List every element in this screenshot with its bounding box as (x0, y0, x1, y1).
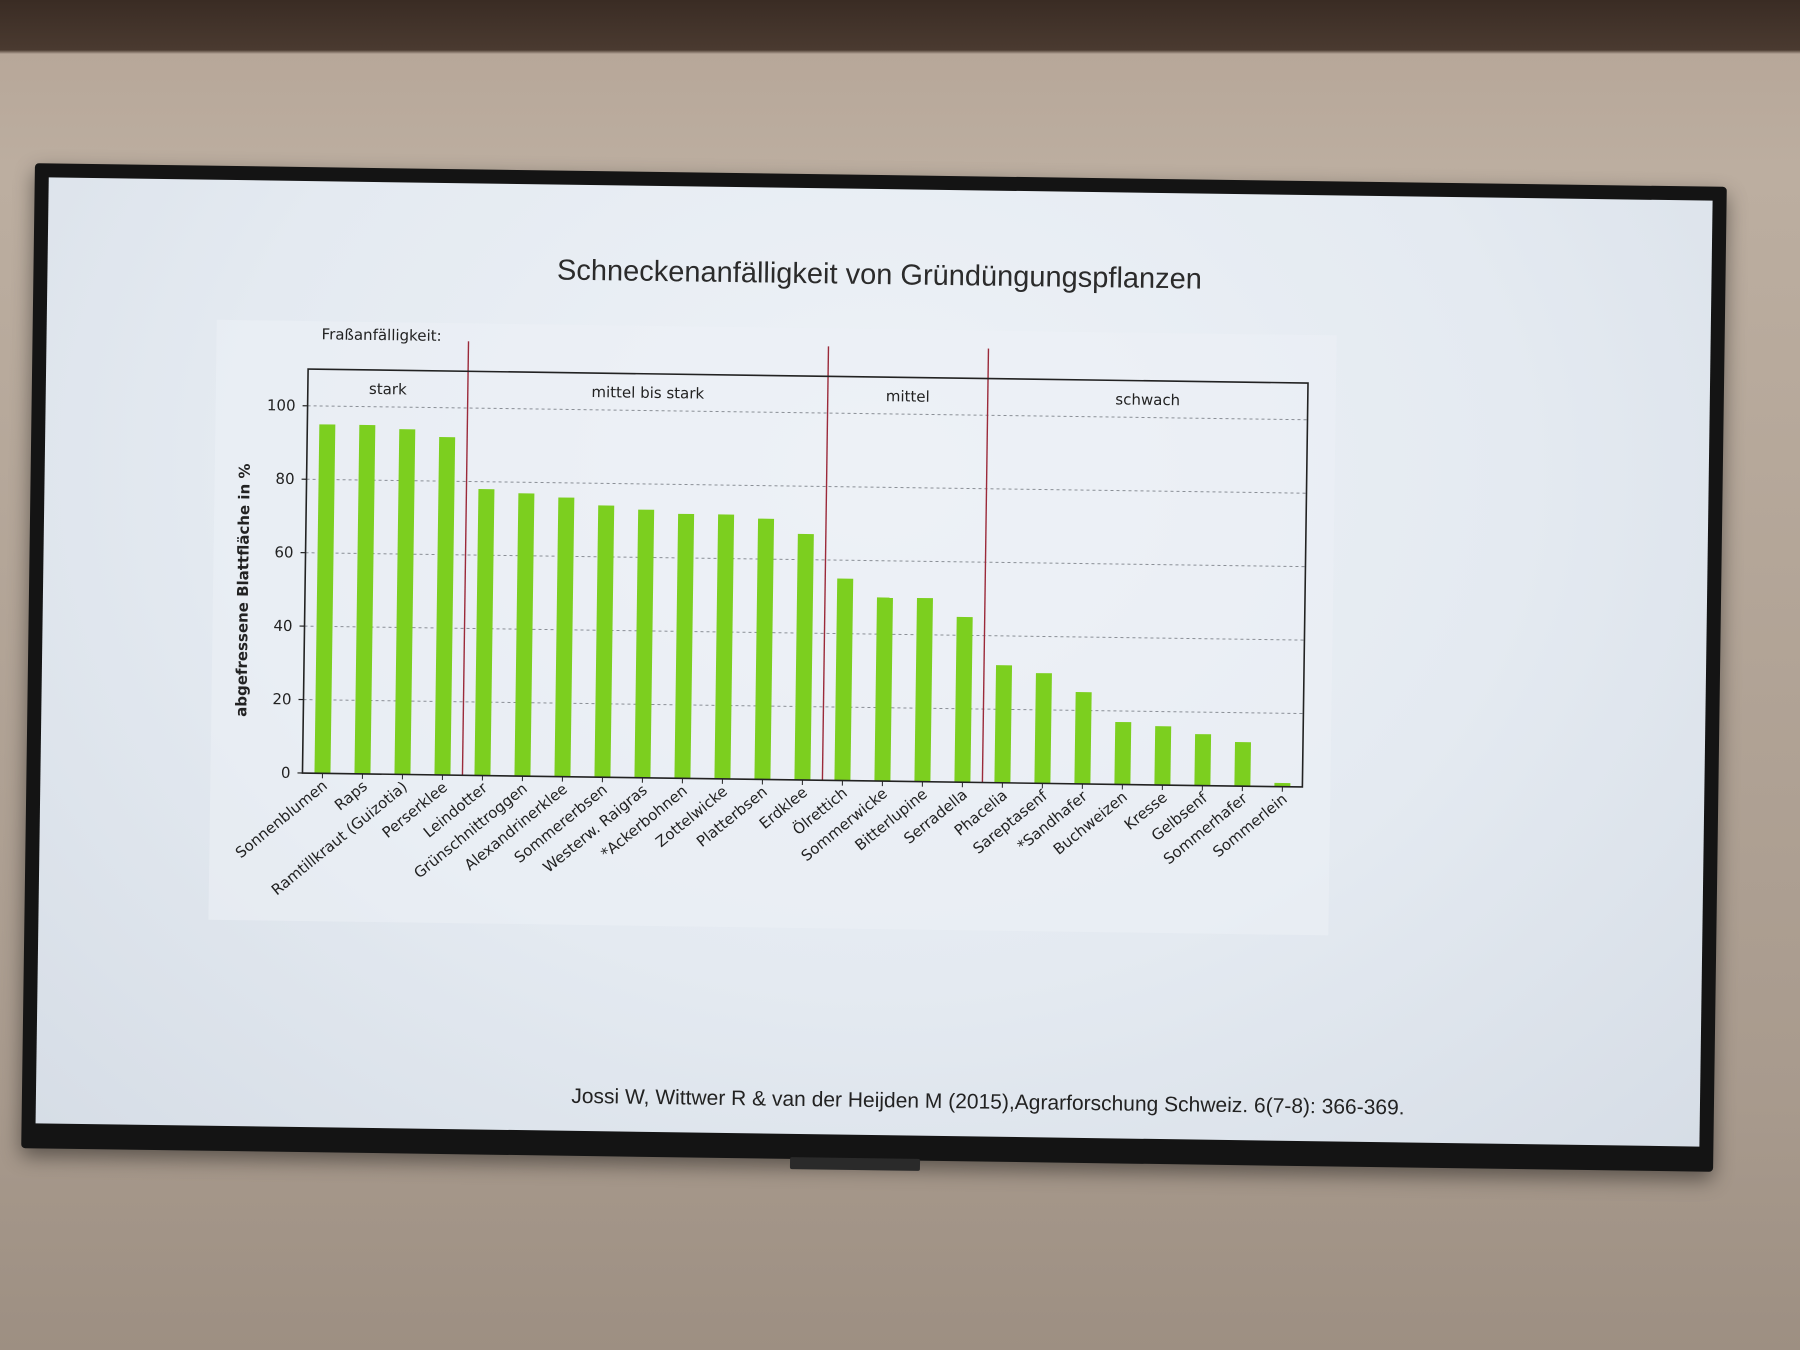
bar (554, 497, 575, 777)
bar-chart: stark mittel bis stark mittel schwach 0 20 40… (208, 319, 1337, 936)
bar (754, 518, 775, 780)
y-axis-label: abgefressene Blattfläche in % (232, 463, 254, 717)
y-tick-label: 60 (274, 543, 293, 561)
bar (634, 509, 655, 778)
bar (714, 514, 735, 780)
y-tick-label: 0 (281, 764, 291, 782)
bar (994, 665, 1013, 783)
y-tick-label: 80 (275, 470, 294, 488)
y-tick-label: 100 (267, 396, 296, 414)
bar (1194, 734, 1212, 786)
tv-bezel: Schneckenanfälligkeit von Gründüngungspf… (21, 163, 1727, 1172)
bar (954, 616, 973, 783)
bar (1234, 741, 1251, 787)
group-label: mittel (886, 387, 930, 406)
group-divider (821, 346, 830, 781)
group-divider (461, 341, 470, 776)
bar (874, 597, 893, 782)
bar (1034, 673, 1052, 784)
bar (1074, 692, 1092, 785)
bars (314, 424, 1291, 787)
presentation-screen: Schneckenanfälligkeit von Gründüngungspf… (35, 177, 1713, 1147)
group-label: mittel bis stark (591, 383, 704, 403)
bar (354, 424, 376, 774)
bar (514, 493, 535, 777)
y-tick-label: 40 (273, 617, 292, 635)
bar (434, 437, 456, 776)
y-tick-labels: 0 20 40 60 80 100 (267, 396, 308, 782)
bar (474, 488, 495, 776)
bar (794, 533, 814, 781)
category-header-label: Fraßanfälligkeit: (321, 325, 441, 345)
group-divider (981, 348, 990, 783)
bar (834, 578, 854, 781)
group-label: stark (369, 380, 407, 399)
grid-line (307, 405, 1308, 421)
bar (1274, 782, 1291, 787)
bar (674, 513, 695, 779)
grid-line (306, 478, 1307, 494)
bar (1114, 721, 1132, 785)
tv-stand (789, 1157, 921, 1171)
bar (314, 424, 336, 774)
y-tick-label: 20 (272, 690, 291, 708)
category-groups: stark mittel bis stark mittel schwach (369, 341, 1180, 783)
bar (1154, 726, 1172, 786)
bar (914, 597, 933, 782)
bar (394, 429, 416, 775)
bar (594, 505, 615, 778)
group-label: schwach (1115, 390, 1180, 409)
